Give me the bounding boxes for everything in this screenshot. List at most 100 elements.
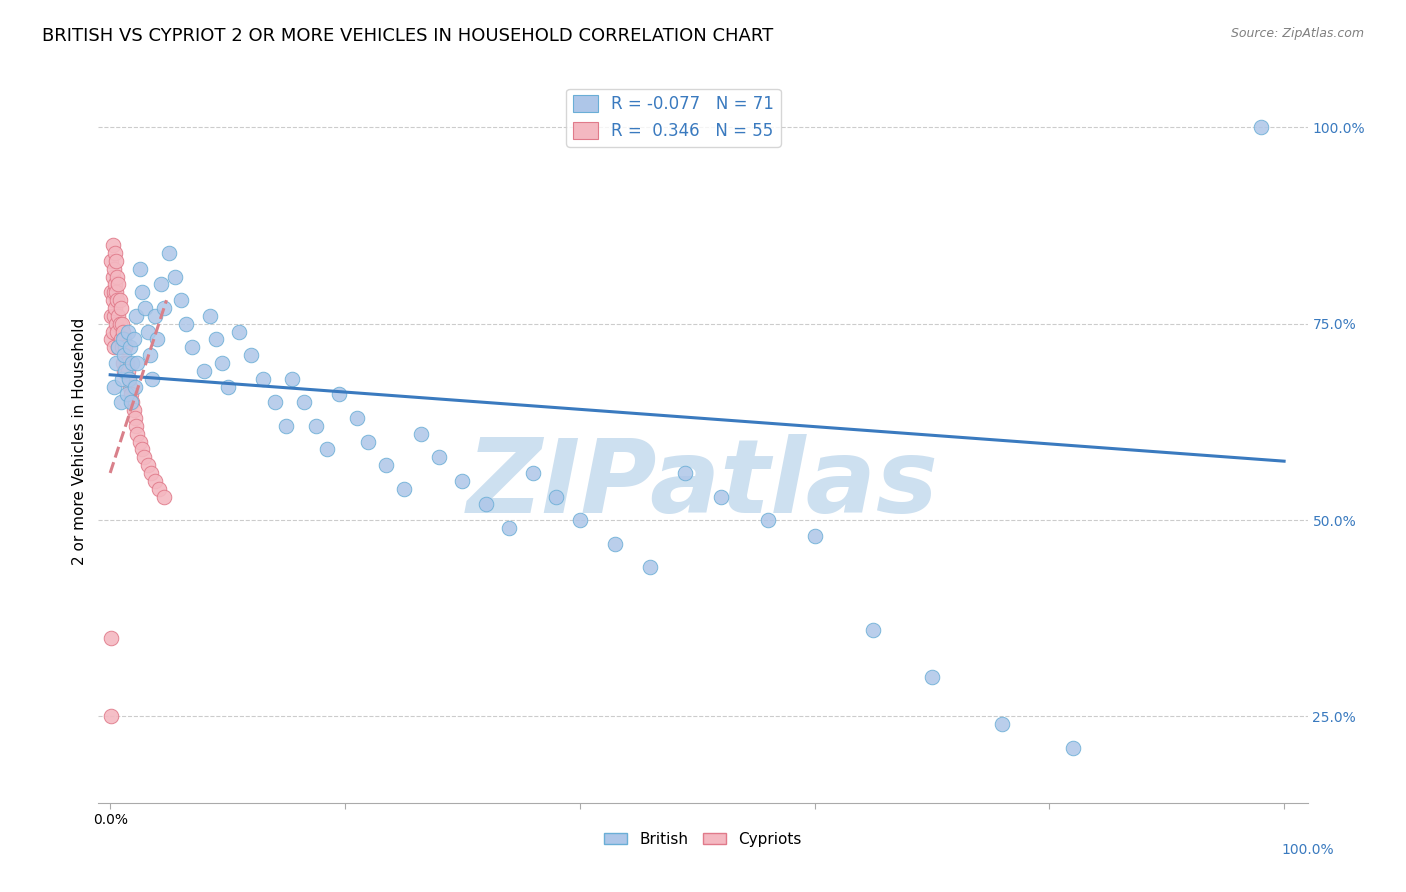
- Point: [134, 450, 156, 465]
- Point: [108, 317, 131, 331]
- Point: [105, 269, 128, 284]
- Point: [153, 301, 176, 315]
- Point: [110, 333, 132, 347]
- Point: [110, 301, 132, 315]
- Point: [141, 466, 163, 480]
- Point: [107, 277, 129, 292]
- Point: [427, 450, 450, 465]
- Point: [163, 269, 186, 284]
- Point: [112, 348, 135, 362]
- Legend: British, Cypriots: British, Cypriots: [598, 826, 808, 853]
- Point: [1062, 740, 1084, 755]
- Point: [105, 317, 128, 331]
- Point: [100, 253, 122, 268]
- Point: [127, 356, 149, 370]
- Point: [117, 325, 139, 339]
- Point: [111, 372, 134, 386]
- Point: [115, 356, 138, 370]
- Point: [128, 434, 150, 449]
- Point: [101, 293, 124, 308]
- Point: [136, 325, 159, 339]
- Point: [139, 348, 162, 362]
- Point: [112, 356, 135, 370]
- Point: [498, 521, 520, 535]
- Point: [114, 364, 136, 378]
- Point: [100, 709, 122, 723]
- Point: [128, 261, 150, 276]
- Point: [112, 325, 135, 339]
- Text: ZIPatlas: ZIPatlas: [467, 434, 939, 535]
- Point: [346, 411, 368, 425]
- Point: [451, 474, 474, 488]
- Point: [131, 442, 153, 457]
- Point: [131, 285, 153, 300]
- Point: [149, 277, 172, 292]
- Point: [112, 333, 135, 347]
- Point: [157, 246, 180, 260]
- Point: [375, 458, 398, 472]
- Point: [103, 379, 125, 393]
- Point: [181, 340, 204, 354]
- Text: 100.0%: 100.0%: [1281, 843, 1334, 856]
- Y-axis label: 2 or more Vehicles in Household: 2 or more Vehicles in Household: [72, 318, 87, 566]
- Point: [112, 333, 135, 347]
- Point: [101, 238, 124, 252]
- Point: [100, 333, 122, 347]
- Point: [304, 418, 326, 433]
- Point: [146, 333, 169, 347]
- Point: [114, 340, 136, 354]
- Point: [411, 426, 433, 441]
- Point: [112, 364, 135, 378]
- Point: [568, 513, 591, 527]
- Point: [991, 717, 1014, 731]
- Point: [115, 387, 138, 401]
- Point: [125, 418, 148, 433]
- Point: [121, 395, 143, 409]
- Point: [105, 293, 128, 308]
- Point: [475, 497, 498, 511]
- Point: [111, 317, 134, 331]
- Point: [638, 560, 661, 574]
- Point: [204, 333, 226, 347]
- Point: [125, 309, 148, 323]
- Point: [122, 333, 145, 347]
- Point: [124, 411, 146, 425]
- Point: [101, 269, 124, 284]
- Point: [127, 426, 149, 441]
- Point: [862, 623, 884, 637]
- Point: [103, 285, 125, 300]
- Point: [110, 395, 132, 409]
- Point: [100, 285, 122, 300]
- Point: [143, 309, 166, 323]
- Point: [153, 490, 176, 504]
- Point: [122, 403, 145, 417]
- Point: [118, 372, 141, 386]
- Point: [522, 466, 544, 480]
- Point: [803, 529, 825, 543]
- Point: [103, 261, 125, 276]
- Point: [100, 309, 122, 323]
- Point: [252, 372, 274, 386]
- Point: [228, 325, 250, 339]
- Point: [100, 631, 122, 645]
- Point: [193, 364, 215, 378]
- Point: [392, 482, 415, 496]
- Point: [211, 356, 233, 370]
- Point: [240, 348, 263, 362]
- Point: [143, 474, 166, 488]
- Point: [673, 466, 696, 480]
- Point: [546, 490, 568, 504]
- Point: [120, 387, 142, 401]
- Point: [103, 309, 125, 323]
- Point: [104, 301, 127, 315]
- Point: [710, 490, 733, 504]
- Point: [105, 285, 128, 300]
- Point: [105, 325, 128, 339]
- Point: [292, 395, 315, 409]
- Point: [101, 325, 124, 339]
- Point: [107, 309, 129, 323]
- Point: [104, 246, 127, 260]
- Point: [105, 253, 128, 268]
- Point: [217, 379, 239, 393]
- Point: [176, 317, 198, 331]
